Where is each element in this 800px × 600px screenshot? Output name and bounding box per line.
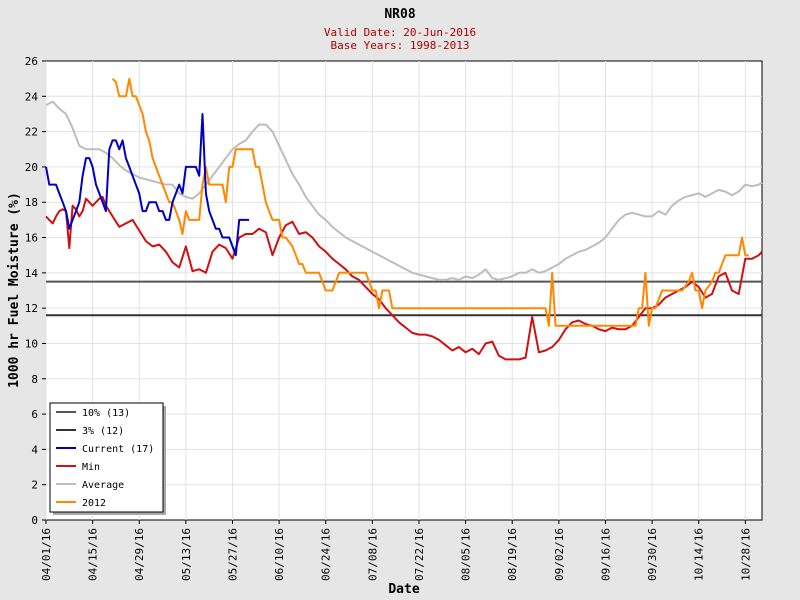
y-tick-label: 26 <box>25 55 38 68</box>
legend-entry: Average <box>82 480 124 491</box>
x-tick-label: 07/08/16 <box>366 528 379 581</box>
chart-title: NR08 <box>384 7 415 22</box>
y-tick-label: 18 <box>25 196 38 209</box>
y-tick-label: 14 <box>25 267 39 280</box>
series-line-3 <box>45 195 763 361</box>
y-tick-label: 24 <box>25 90 39 103</box>
x-tick-label: 08/05/16 <box>460 528 473 581</box>
series-line-4 <box>45 100 763 281</box>
y-tick-label: 20 <box>25 161 38 174</box>
legend-entry: 3% (12) <box>82 426 124 437</box>
chart-subtitle-valid-date: Valid Date: 20-Jun-2016 <box>324 26 476 39</box>
series-line-2 <box>45 113 250 257</box>
legend-entry: 2012 <box>82 498 106 509</box>
y-tick-label: 8 <box>31 373 38 386</box>
legend-entry: 10% (13) <box>82 408 130 419</box>
y-tick-label: 6 <box>31 408 38 421</box>
y-tick-label: 4 <box>31 443 38 456</box>
x-tick-label: 09/30/16 <box>646 528 659 581</box>
x-tick-label: 06/10/16 <box>273 528 286 581</box>
x-tick-label: 08/19/16 <box>506 528 519 581</box>
series-line-5 <box>111 77 749 327</box>
y-tick-label: 2 <box>31 479 38 492</box>
legend-box <box>49 402 164 513</box>
x-tick-label: 09/02/16 <box>553 528 566 581</box>
y-tick-label: 12 <box>25 302 38 315</box>
y-tick-label: 16 <box>25 232 38 245</box>
x-tick-label: 05/27/16 <box>226 528 239 581</box>
y-tick-label: 10 <box>25 337 38 350</box>
x-tick-label: 09/16/16 <box>599 528 612 581</box>
y-axis-label: 1000 hr Fuel Moisture (%) <box>7 192 22 388</box>
x-tick-label: 10/14/16 <box>693 528 706 581</box>
x-tick-label: 04/01/16 <box>40 528 53 581</box>
x-tick-label: 10/28/16 <box>739 528 752 581</box>
x-axis-label: Date <box>388 582 419 597</box>
x-tick-label: 05/13/16 <box>180 528 193 581</box>
legend: 10% (13) 3% (12) Current (17) Min Average 201… <box>49 402 166 515</box>
series-lines <box>45 77 763 361</box>
x-tick-label: 06/24/16 <box>320 528 333 581</box>
chart-subtitle-base-years: Base Years: 1998-2013 <box>330 39 469 52</box>
x-tick-label: 04/29/16 <box>133 528 146 581</box>
x-tick-label: 04/15/16 <box>87 528 100 581</box>
x-tick-label: 07/22/16 <box>413 528 426 581</box>
y-tick-label: 0 <box>31 514 38 527</box>
y-tick-label: 22 <box>25 126 38 139</box>
legend-entry: Min <box>82 462 100 473</box>
legend-entry: Current (17) <box>82 444 154 455</box>
